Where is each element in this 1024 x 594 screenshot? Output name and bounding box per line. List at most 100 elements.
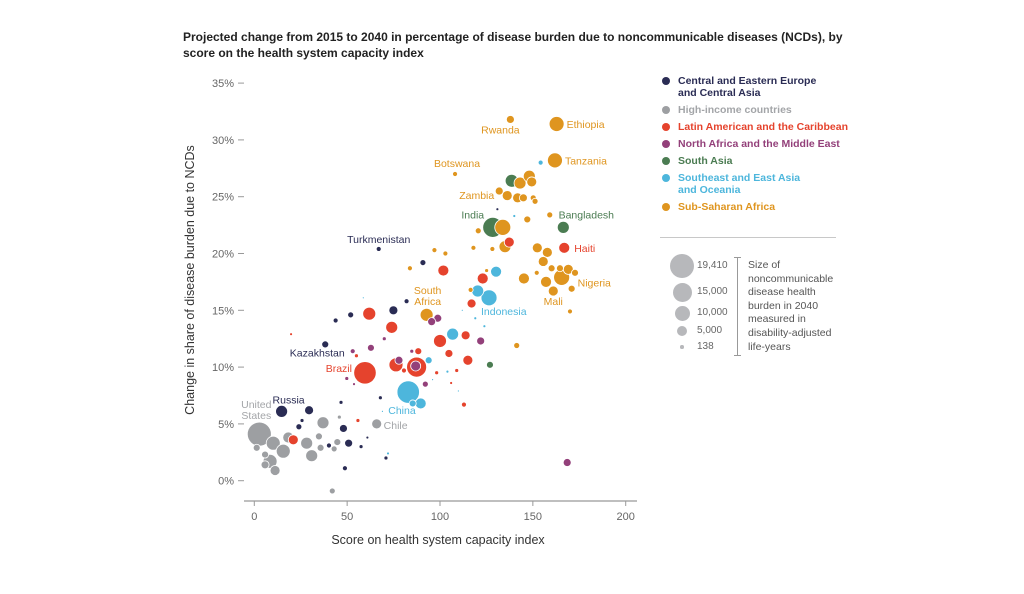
label-brazil: Brazil [326,363,352,375]
data-point [503,236,515,248]
data-point [344,438,354,448]
color-legend: Central and Eastern Europe and Central As… [660,75,850,218]
point-bangladesh [556,220,570,234]
x-tick-label: 0 [251,511,257,523]
label-tanzania: Tanzania [565,155,607,167]
data-point [261,450,269,459]
data-point [433,334,447,348]
data-point [501,190,513,201]
data-point [269,465,281,476]
data-point [326,442,332,449]
label-india: India [461,209,484,221]
data-point [533,269,540,276]
label-chile: Chile [384,420,408,432]
data-point [460,330,471,341]
data-point [540,275,552,288]
data-point [330,445,338,453]
data-point [304,405,314,416]
data-point [305,449,319,463]
x-tick-label: 150 [524,511,542,523]
data-point [401,367,407,374]
x-tick-label: 50 [341,511,353,523]
data-point [513,176,527,190]
legend-label: High-income countries [678,104,792,116]
label-kazakhstan: Kazakhstan [290,347,345,359]
data-point [546,211,554,219]
legend-item-L: Latin American and the Caribbean [660,121,850,133]
data-point [541,246,553,258]
data-point [365,435,370,440]
point-mali [547,285,559,297]
legend-item-H: High-income countries [660,104,850,116]
data-point [408,399,417,408]
data-point [260,460,270,470]
data-point [537,159,544,166]
data-point [523,215,532,224]
data-point [332,317,339,324]
data-point [442,250,449,257]
data-point [381,410,384,413]
label-nigeria: Nigeria [578,277,611,289]
legend-label: North Africa and the Middle East [678,138,840,150]
y-tick-label: 15% [212,305,234,317]
data-point [449,381,454,385]
data-point [336,414,342,420]
size-legend-description: Size of noncommunicable disease health burd… [748,259,848,354]
legend-dot-icon [662,140,670,148]
x-tick-label: 200 [617,511,635,523]
data-point [482,324,487,329]
point-haiti [558,241,571,254]
size-legend-circle [670,254,694,278]
data-point [518,193,528,203]
data-point [386,451,390,456]
point-russia [275,405,288,418]
data-point [394,355,404,365]
label-bangladesh: Bangladesh [559,209,615,221]
data-point [444,349,454,358]
data-point [476,336,486,346]
legend-item-N: North Africa and the Middle East [660,138,850,150]
data-point [531,197,539,205]
data-point [484,268,490,273]
size-legend-line: noncommunicable [748,272,834,285]
point-ethiopia [548,116,565,132]
data-point [419,259,427,266]
data-point [431,247,438,253]
data-point [434,370,440,376]
data-point [461,401,467,408]
x-tick-label: 100 [431,511,449,523]
size-legend-line: measured in [748,313,806,326]
data-point [571,268,579,277]
label-indonesia: Indonesia [481,306,527,318]
data-point [431,378,434,381]
data-point [556,264,564,273]
data-point [437,264,450,277]
axes: 0 50 100 150 200 0% 5% 10% 15% 20% 25% 30% 35% [212,78,637,523]
size-legend-circle [672,282,692,302]
data-point [421,380,429,388]
size-legend-circle [674,305,690,321]
data-point [265,435,281,451]
label-rwanda: Rwanda [481,124,520,136]
size-legend-line: Size of [748,259,781,271]
data-point [414,347,423,356]
data-point [344,376,350,381]
data-point [385,320,399,334]
size-legend-line: disease health [748,286,816,299]
data-point [358,444,364,450]
data-point [446,327,460,341]
data-point [410,360,422,372]
data-point [403,298,410,305]
data-point [333,438,342,446]
label-ethiopia: Ethiopia [567,119,605,131]
data-point [316,443,325,452]
y-axis-label: Change in share of disease burden due to… [183,145,197,415]
data-point [300,436,314,450]
size-legend-line: life-years [748,340,791,353]
data-point [466,298,477,309]
legend-item-C: Central and Eastern Europe and Central As… [660,75,850,99]
data-point [289,332,293,337]
point-botswana [452,171,458,177]
data-point [494,218,512,236]
